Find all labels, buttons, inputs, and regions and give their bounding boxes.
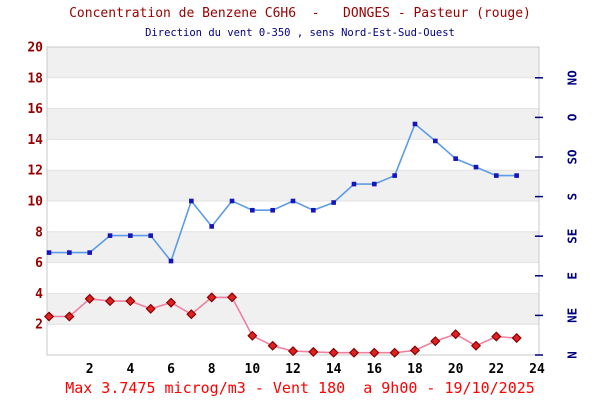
benzene-point xyxy=(267,340,278,351)
benzene-point xyxy=(491,331,502,342)
benzene-point xyxy=(369,347,380,358)
benzene-point xyxy=(287,346,299,357)
y-axis-label: 20 xyxy=(27,41,43,56)
shaded-band xyxy=(47,47,539,78)
shaded-band xyxy=(47,108,539,140)
right-axis-ticks xyxy=(535,77,543,356)
benzene-point xyxy=(84,293,95,304)
wind-direction-point xyxy=(128,233,133,238)
y-axis-label: 2 xyxy=(35,318,43,333)
wind-direction-point xyxy=(311,207,316,213)
right-axis-labels: N NE E SE S SO O NO xyxy=(565,70,580,358)
x-axis-label: 12 xyxy=(285,362,301,377)
wind-direction-point xyxy=(87,250,92,255)
wind-direction-point xyxy=(331,200,336,205)
right-axis-label: O xyxy=(565,114,580,122)
wind-direction-point xyxy=(372,181,377,187)
x-axis-label: 20 xyxy=(448,362,464,377)
chart-footer: Max 3.7475 microg/m3 - Vent 180 a 9h00 -… xyxy=(65,379,535,397)
wind-direction-point xyxy=(433,138,438,144)
benzene-point xyxy=(308,346,319,357)
shaded-band xyxy=(47,293,539,325)
gridlines xyxy=(47,77,539,325)
wind-direction-point xyxy=(67,250,72,255)
right-axis-label: S xyxy=(565,193,580,201)
right-axis-label: NO xyxy=(565,70,580,85)
benzene-point xyxy=(328,347,339,358)
plot-bands xyxy=(47,47,539,325)
chart-subtitle: Direction du vent 0-350 , sens Nord-Est-… xyxy=(145,27,455,39)
x-axis-label: 22 xyxy=(488,362,504,377)
benzene-point xyxy=(186,309,197,320)
right-axis-label: NE xyxy=(565,308,580,323)
benzene-point xyxy=(470,340,482,351)
y-axis-label: 8 xyxy=(35,225,43,240)
benzene-series xyxy=(43,292,522,358)
benzene-point xyxy=(206,292,217,303)
wind-direction-point xyxy=(46,250,52,255)
y-axis-label: 10 xyxy=(27,195,43,210)
chart-title: Concentration de Benzene C6H6 - DONGES -… xyxy=(69,6,531,21)
y-axis-label: 4 xyxy=(35,287,43,302)
x-axis-label: 2 xyxy=(86,362,94,377)
wind-direction-point xyxy=(148,233,153,238)
wind-direction-point xyxy=(473,164,479,170)
right-axis-label: N xyxy=(565,351,580,359)
shaded-band xyxy=(47,231,539,263)
benzene-point xyxy=(389,347,400,358)
right-axis-label: E xyxy=(565,272,580,280)
wind-direction-point xyxy=(168,258,174,264)
benzene-point xyxy=(226,292,238,303)
wind-direction-point xyxy=(209,224,214,229)
benzene-point xyxy=(348,347,360,358)
y-axis-label: 12 xyxy=(27,164,43,179)
wind-direction-series-line xyxy=(49,123,517,262)
wind-direction-point xyxy=(270,207,275,213)
benzene-point xyxy=(125,296,136,307)
right-axis-label: SO xyxy=(565,149,580,164)
x-axis-label: 6 xyxy=(167,362,175,377)
wind-direction-point xyxy=(412,121,418,127)
benzene-point xyxy=(64,311,75,322)
benzene-point xyxy=(145,303,156,314)
y-axis-label: 16 xyxy=(27,102,43,117)
wind-direction-point xyxy=(290,198,296,204)
shaded-band xyxy=(47,170,539,201)
x-axis-label: 18 xyxy=(407,362,423,377)
x-axis-label: 24 xyxy=(529,362,545,377)
wind-direction-point xyxy=(250,207,255,213)
x-axis-label: 10 xyxy=(245,362,261,377)
benzene-point xyxy=(450,329,461,340)
wind-direction-series xyxy=(46,121,519,264)
benzene-point xyxy=(43,311,55,322)
wind-direction-point xyxy=(392,173,397,178)
x-axis-label: 4 xyxy=(126,362,134,377)
benzene-point xyxy=(247,330,258,341)
benzene-point xyxy=(409,345,421,356)
x-axis-label: 8 xyxy=(208,362,216,377)
wind-direction-point xyxy=(107,233,113,238)
right-axis-label: SE xyxy=(565,229,580,244)
y-axis-label: 6 xyxy=(35,256,43,271)
y-axis-labels: 2 4 6 8 10 12 14 16 18 20 xyxy=(27,41,43,333)
y-axis-label: 18 xyxy=(27,71,43,86)
x-axis-label: 16 xyxy=(366,362,382,377)
benzene-point xyxy=(430,336,441,347)
wind-direction-point xyxy=(514,173,519,178)
benzene-point xyxy=(511,333,522,344)
benzene-point xyxy=(165,297,177,308)
wind-direction-point xyxy=(229,198,235,204)
wind-direction-point xyxy=(494,173,499,178)
wind-direction-point xyxy=(453,156,458,161)
wind-direction-point xyxy=(189,198,194,204)
wind-direction-point xyxy=(351,181,357,187)
x-axis-labels: 2 4 6 8 10 12 14 16 18 20 22 24 xyxy=(86,362,545,377)
benzene-point xyxy=(104,296,116,307)
y-axis-label: 14 xyxy=(27,133,43,148)
x-axis-label: 14 xyxy=(326,362,342,377)
